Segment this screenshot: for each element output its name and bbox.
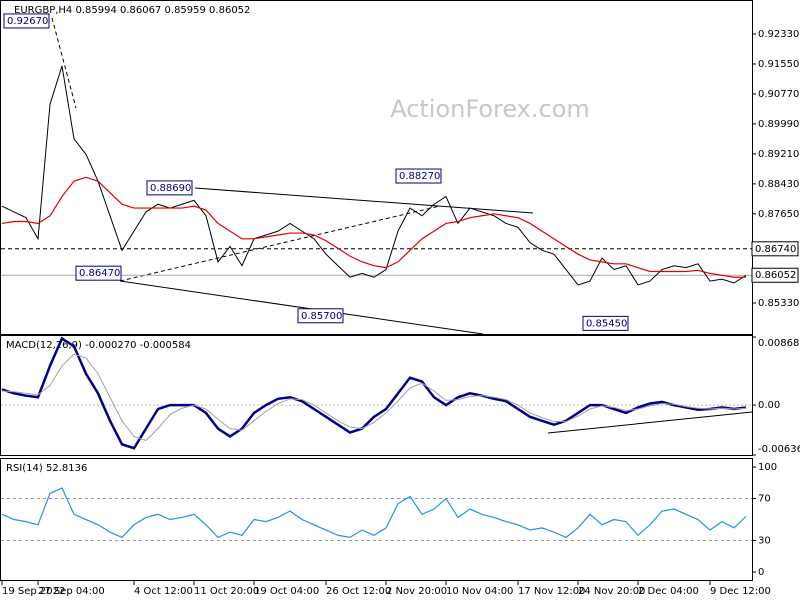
macd-panel — [0, 335, 753, 456]
y-tick-label: 0.92330 — [758, 29, 799, 40]
rsi-panel — [0, 458, 753, 581]
series-line — [1, 336, 747, 450]
x-tick-label: 19 Oct 04:00 — [254, 586, 319, 597]
x-tick-label: 2 Dec 04:00 — [638, 586, 699, 597]
x-tick-label: 17 Nov 12:00 — [518, 586, 585, 597]
y-tick-label: 0.87650 — [758, 209, 799, 220]
x-tick-label: 26 Oct 12:00 — [326, 586, 391, 597]
level-label: 0.86740 — [755, 244, 796, 255]
trend-line — [119, 280, 484, 335]
series-line — [1, 65, 747, 286]
macd-header: MACD(12,26,9) -0.000270 -0.000584 — [6, 340, 191, 351]
annotation-box — [297, 308, 344, 324]
level-box — [751, 241, 799, 257]
y-tick-label: 0.91550 — [758, 59, 799, 70]
annotation-label: 0.85700 — [301, 311, 342, 322]
y-tick-label: 0.88430 — [758, 179, 799, 190]
price-panel — [0, 0, 753, 335]
annotation-box — [75, 265, 122, 281]
y-tick-label: 70 — [758, 494, 771, 505]
series-line — [1, 487, 747, 539]
y-tick-label: 0.89210 — [758, 149, 799, 160]
price-header: EURGBP,H4 0.85994 0.86067 0.85959 0.8605… — [14, 5, 250, 16]
trend-line — [547, 411, 753, 434]
y-tick-label: 0.89990 — [758, 119, 799, 130]
x-tick-label: 11 Oct 20:00 — [194, 586, 259, 597]
series-line — [1, 353, 747, 441]
y-tick-label: 0.00 — [758, 400, 780, 411]
y-tick-label: 0 — [758, 567, 764, 578]
y-tick-label: 100 — [758, 462, 777, 473]
annotation-box — [582, 315, 629, 331]
trend-line — [119, 205, 441, 282]
last-price-label: 0.86052 — [755, 270, 796, 281]
x-tick-label: 24 Nov 20:00 — [578, 586, 645, 597]
annotation-label: 0.85450 — [586, 318, 627, 329]
x-tick-label: 2 Nov 20:00 — [386, 586, 447, 597]
y-tick-label: 0.85330 — [758, 298, 799, 309]
annotation-box — [146, 180, 193, 196]
last-price-box — [751, 267, 799, 283]
series-line — [1, 176, 746, 278]
x-tick-label: 10 Nov 04:00 — [446, 586, 513, 597]
x-tick-label: 4 Oct 12:00 — [134, 586, 193, 597]
y-tick-label: 0.008686 — [758, 338, 800, 349]
y-tick-label: -0.006366 — [758, 444, 800, 455]
x-tick-label: 19 Sep 2022 — [2, 586, 65, 597]
trend-line — [51, 17, 77, 109]
annotation-box — [395, 168, 442, 184]
annotation-label: 0.92670 — [7, 16, 48, 27]
x-tick-label: 9 Dec 12:00 — [710, 586, 771, 597]
y-tick-label: 30 — [758, 536, 771, 547]
watermark: ActionForex.com — [390, 95, 590, 123]
annotation-label: 0.86470 — [79, 268, 120, 279]
annotation-label: 0.88690 — [150, 183, 191, 194]
x-tick-label: 27 Sep 04:00 — [38, 586, 105, 597]
annotation-box — [3, 13, 50, 29]
trend-line — [194, 187, 534, 214]
y-tick-label: 0.90770 — [758, 89, 799, 100]
rsi-header: RSI(14) 52.8136 — [6, 463, 87, 474]
annotation-label: 0.88270 — [399, 171, 440, 182]
